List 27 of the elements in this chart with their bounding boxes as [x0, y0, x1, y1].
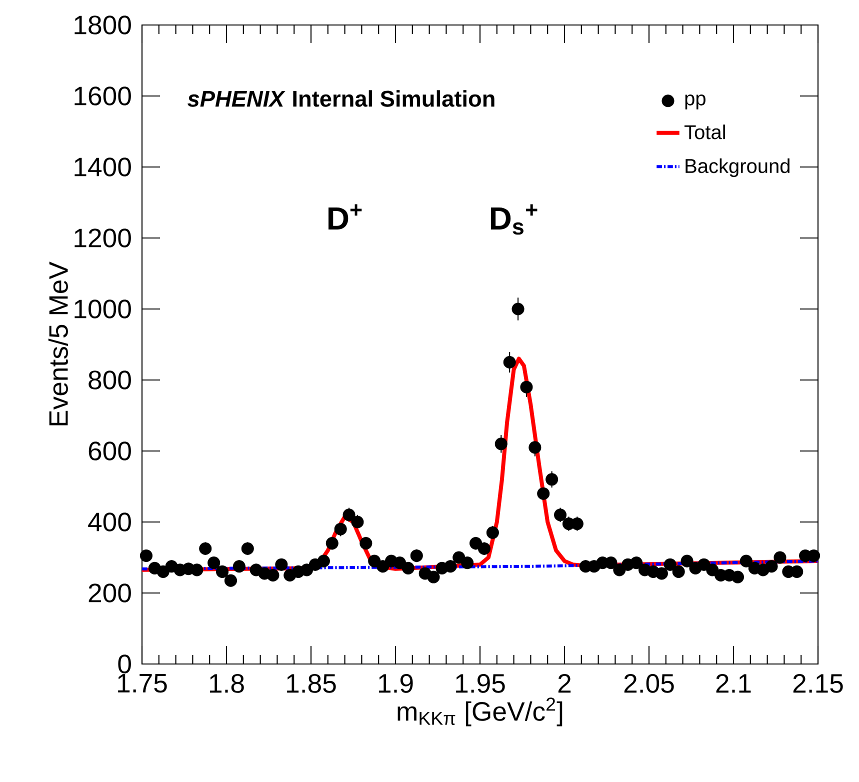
x-tick-label: 2	[558, 674, 571, 693]
y-tick-label: 1000	[74, 300, 131, 318]
y-tick-label: 1400	[74, 158, 131, 176]
x-tick-label: 1.75	[118, 674, 167, 693]
y-tick-label: 400	[88, 512, 131, 532]
legend-label: Background	[686, 158, 790, 178]
x-tick-label: 1.9	[378, 674, 413, 693]
x-tick-label: 2.15	[793, 674, 843, 693]
y-tick-label: 200	[88, 584, 131, 602]
y-tick-label: 0	[118, 654, 131, 674]
annotation: D$_{s}$+	[490, 204, 538, 235]
x-tick-label: 1.8	[210, 674, 244, 693]
y-axis-title: Events/5 MeV	[48, 262, 68, 426]
x-tick-label: 1.95	[456, 674, 505, 693]
y-tick-label: 600	[88, 442, 131, 460]
x-tick-label: 2.1	[716, 674, 751, 693]
x-tick-label: 1.85	[287, 674, 336, 693]
y-tick-label: 1800	[74, 16, 131, 34]
y-tick-label: 800	[88, 370, 131, 390]
x-tick-label: 2.05	[624, 674, 674, 693]
text: sPHENIX Internal Simulation	[188, 90, 494, 107]
y-tick-label: 1200	[74, 228, 131, 248]
legend-label: Total	[684, 124, 725, 140]
annotation: D$^{+}$	[328, 204, 362, 230]
x-axis-title: m$_{KKπ}$ [GeV/c$^{2}$]	[398, 698, 562, 726]
y-tick-label: 1600	[74, 86, 131, 106]
legend-label: pp	[685, 94, 706, 110]
